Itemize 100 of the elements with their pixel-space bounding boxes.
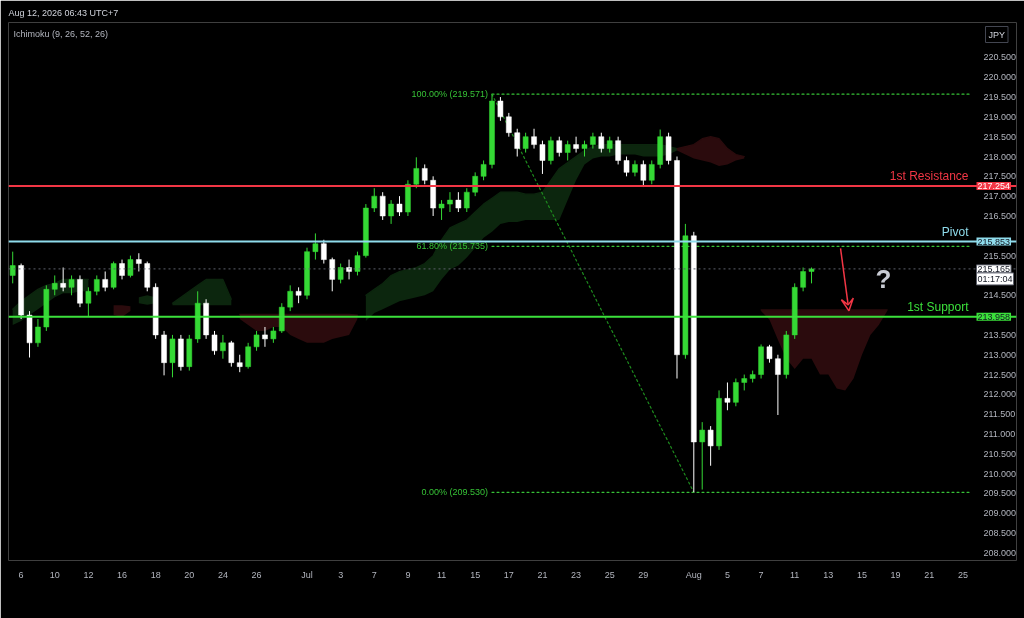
candlestick bbox=[573, 136, 579, 154]
ref-line-label: 1st Support bbox=[907, 299, 970, 314]
candlestick bbox=[312, 232, 319, 261]
candlestick bbox=[539, 140, 546, 175]
y-tick-label: 209.500 bbox=[983, 488, 1017, 499]
x-tick-label: 11 bbox=[436, 569, 447, 580]
y-tick-label: 219.500 bbox=[983, 92, 1017, 103]
y-tick-label: 210.500 bbox=[983, 448, 1017, 459]
candlestick bbox=[615, 136, 621, 165]
y-tick-label: 217.500 bbox=[983, 171, 1017, 182]
y-tick-label: 213.000 bbox=[983, 349, 1017, 360]
candlestick bbox=[371, 187, 378, 213]
candlestick bbox=[421, 163, 428, 185]
candlestick bbox=[144, 261, 151, 292]
y-tick-label: 208.000 bbox=[983, 547, 1017, 558]
candlestick bbox=[800, 267, 806, 292]
candlestick bbox=[136, 252, 142, 272]
candlestick bbox=[472, 171, 478, 197]
y-tick-label: 211.500 bbox=[983, 409, 1016, 420]
candlestick bbox=[60, 267, 66, 292]
candlestick bbox=[447, 191, 453, 213]
x-tick-label: 12 bbox=[83, 569, 94, 580]
y-tick-label: 211.000 bbox=[983, 429, 1016, 440]
candlestick bbox=[9, 251, 16, 284]
series-label: 61.80% (215.735) bbox=[416, 241, 489, 252]
ref-line-label: 1st Resistance bbox=[889, 169, 969, 184]
candlestick bbox=[245, 342, 251, 370]
x-tick-label: 23 bbox=[571, 569, 582, 580]
annotation: 215.853 bbox=[977, 236, 1011, 247]
y-tick-label: 213.500 bbox=[983, 329, 1017, 340]
candlestick bbox=[102, 270, 108, 292]
annotation: 213.958 bbox=[977, 311, 1011, 322]
candlestick bbox=[455, 191, 462, 213]
x-tick-label: 29 bbox=[638, 569, 649, 580]
x-tick-label: 13 bbox=[823, 569, 834, 580]
y-tick-label: 210.000 bbox=[983, 468, 1017, 479]
candlestick bbox=[531, 128, 537, 150]
y-tick-label: 216.500 bbox=[983, 210, 1017, 221]
y-tick-label: 209.000 bbox=[983, 508, 1017, 519]
candlestick bbox=[110, 261, 117, 290]
y-tick-label: 219.000 bbox=[983, 111, 1017, 122]
text: Ichimoku (9, 26, 52, 26) bbox=[13, 28, 109, 39]
candlestick bbox=[497, 96, 504, 122]
x-tick-label: 11 bbox=[790, 569, 800, 580]
x-tick-label: 3 bbox=[338, 569, 344, 580]
candlestick bbox=[564, 140, 571, 161]
candlestick bbox=[464, 187, 470, 213]
candlestick bbox=[253, 330, 260, 352]
candlestick bbox=[329, 257, 336, 292]
candlestick bbox=[598, 132, 605, 154]
y-tick-label: 220.000 bbox=[983, 72, 1017, 83]
x-tick-label: 6 bbox=[18, 569, 24, 580]
candlestick bbox=[623, 156, 630, 177]
candlestick bbox=[775, 354, 781, 416]
candlestick bbox=[228, 340, 235, 368]
x-tick-label: 7 bbox=[371, 569, 377, 580]
candlestick bbox=[699, 421, 705, 491]
candlestick bbox=[522, 132, 529, 154]
x-tick-label: 5 bbox=[724, 569, 730, 580]
y-tick-label: 217.000 bbox=[983, 191, 1017, 202]
candlestick bbox=[379, 191, 386, 221]
candlestick bbox=[648, 159, 655, 185]
annotation: 01:17:04 bbox=[977, 273, 1013, 284]
candlestick bbox=[77, 274, 83, 308]
candlestick bbox=[707, 425, 714, 467]
y-tick-label: 215.500 bbox=[983, 250, 1017, 261]
y-tick-label: 212.500 bbox=[983, 369, 1017, 380]
candlestick bbox=[287, 284, 293, 312]
candlestick bbox=[94, 274, 100, 296]
x-tick-label: 17 bbox=[503, 569, 514, 580]
candlestick bbox=[556, 136, 563, 157]
y-tick-label: 218.500 bbox=[983, 131, 1017, 142]
candlestick bbox=[388, 199, 394, 225]
y-tick-label: 208.500 bbox=[983, 528, 1017, 539]
candlestick bbox=[480, 159, 487, 181]
series-label: 0.00% (209.530) bbox=[421, 487, 488, 498]
x-tick-label: 16 bbox=[117, 569, 128, 580]
candlestick bbox=[665, 132, 672, 165]
candlestick bbox=[119, 259, 125, 280]
candlestick bbox=[724, 381, 731, 411]
annotation: ? bbox=[875, 264, 892, 295]
candlestick bbox=[640, 159, 647, 188]
candlestick bbox=[211, 330, 218, 356]
x-tick-label: 10 bbox=[49, 569, 60, 580]
candlestick bbox=[438, 199, 445, 221]
candlestick bbox=[548, 136, 554, 165]
x-tick-label: 25 bbox=[957, 569, 968, 580]
candlestick bbox=[396, 195, 403, 217]
chart-title: Aug 12, 2026 06:43 UTC+7 bbox=[8, 7, 119, 18]
candlestick bbox=[413, 156, 420, 189]
candlestick bbox=[169, 334, 176, 378]
x-tick-label: 24 bbox=[217, 569, 228, 580]
x-tick-label: 25 bbox=[604, 569, 615, 580]
candlestick bbox=[262, 326, 268, 348]
candlestick bbox=[51, 274, 58, 296]
candlestick bbox=[514, 128, 520, 157]
y-tick-label: 218.000 bbox=[983, 151, 1017, 162]
candlestick bbox=[506, 112, 512, 138]
candlestick bbox=[354, 251, 361, 276]
candlestick bbox=[68, 274, 75, 296]
